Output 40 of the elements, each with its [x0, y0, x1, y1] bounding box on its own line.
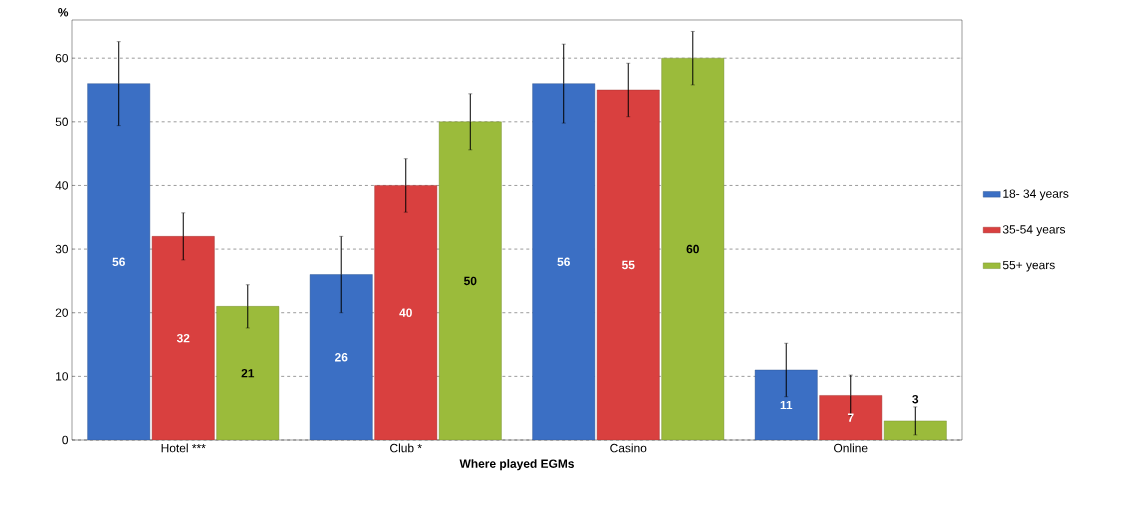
- x-tick-label: Online: [834, 443, 868, 453]
- bar: [374, 185, 438, 440]
- bar: [883, 420, 947, 440]
- data-label: 11: [780, 400, 793, 410]
- data-label: 55: [621, 260, 635, 270]
- legend-label: 18- 34 years: [1003, 189, 1069, 201]
- data-label: 40: [399, 308, 412, 317]
- bar: [819, 395, 883, 440]
- y-tick-label: 10: [56, 372, 69, 381]
- x-tick-label: Casino: [610, 443, 647, 453]
- data-label: 50: [464, 276, 477, 286]
- x-tick-label: Club *: [390, 443, 422, 453]
- legend-label: 55+ years: [1002, 260, 1055, 272]
- data-label: 7: [847, 413, 854, 422]
- bar: [87, 83, 151, 440]
- y-tick-label: 30: [55, 244, 69, 254]
- bar: [216, 306, 280, 440]
- data-label: 21: [241, 369, 255, 378]
- bar: [151, 236, 215, 440]
- data-label: 56: [557, 257, 570, 267]
- y-tick-label: 40: [55, 181, 69, 190]
- y-axis-title: %: [58, 8, 69, 17]
- x-axis-title: Where played EGMs: [459, 459, 574, 471]
- y-tick-label: 50: [55, 117, 69, 127]
- y-tick-label: 20: [55, 308, 69, 317]
- x-tick-label: Hotel ***: [161, 443, 206, 453]
- data-label: 3: [912, 394, 919, 404]
- y-tick-label: 0: [62, 435, 69, 445]
- data-label: 26: [335, 353, 348, 362]
- bar: [438, 121, 502, 440]
- bar: [309, 274, 373, 440]
- data-label: 32: [176, 333, 190, 343]
- legend-label: 35-54 years: [1002, 225, 1066, 236]
- y-tick-label: 60: [55, 53, 69, 63]
- bar: [754, 369, 818, 440]
- bar: [532, 83, 596, 440]
- bar: [661, 57, 725, 440]
- bar: [596, 89, 660, 440]
- data-label: 60: [686, 244, 699, 254]
- data-label: 56: [112, 257, 125, 267]
